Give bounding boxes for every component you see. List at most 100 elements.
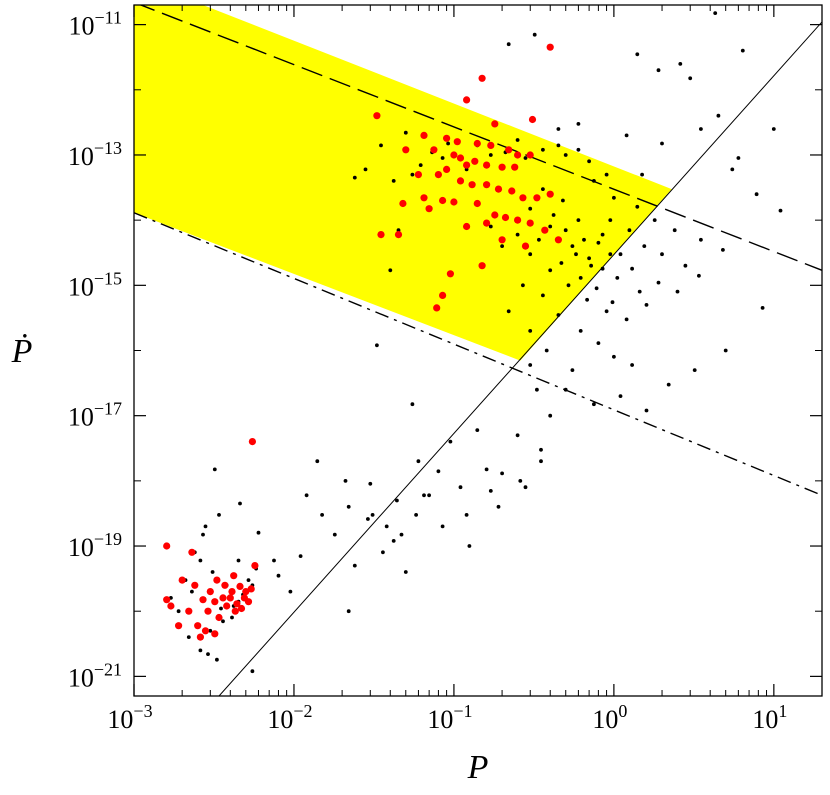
- red-point: [498, 163, 506, 171]
- black-point: [635, 52, 640, 57]
- red-point: [204, 607, 212, 615]
- red-point: [546, 43, 554, 51]
- red-point: [206, 588, 214, 596]
- black-point: [446, 141, 450, 146]
- red-point: [433, 304, 441, 312]
- red-point: [194, 622, 202, 630]
- black-point: [589, 263, 593, 268]
- black-point: [618, 394, 623, 398]
- plot-area: [134, 5, 822, 696]
- red-point: [487, 141, 495, 149]
- black-point: [399, 532, 404, 537]
- red-point: [491, 120, 499, 128]
- red-point: [211, 598, 219, 606]
- black-point: [198, 648, 203, 653]
- black-point: [760, 306, 765, 310]
- black-point: [604, 172, 609, 177]
- black-point: [403, 130, 408, 135]
- red-point: [498, 236, 506, 244]
- red-point: [478, 74, 486, 82]
- black-point: [388, 268, 393, 273]
- black-point: [539, 459, 543, 464]
- black-point: [672, 228, 677, 233]
- black-point: [346, 504, 351, 509]
- red-point: [494, 185, 503, 193]
- black-point: [236, 558, 241, 563]
- black-point: [206, 652, 210, 656]
- black-point: [379, 143, 383, 148]
- red-point: [519, 194, 527, 202]
- red-point: [521, 242, 530, 250]
- red-point: [237, 604, 246, 613]
- red-point: [478, 262, 486, 270]
- black-point: [212, 467, 217, 472]
- black-point: [548, 268, 553, 273]
- black-point: [730, 167, 735, 172]
- black-point: [523, 156, 528, 160]
- y-tick-label: 10−11: [69, 8, 122, 41]
- black-point: [528, 252, 533, 257]
- red-point: [508, 187, 516, 195]
- black-point: [740, 48, 745, 53]
- black-point: [500, 244, 504, 249]
- red-point: [188, 548, 196, 556]
- black-point: [699, 127, 703, 131]
- black-point: [608, 218, 613, 223]
- black-point: [559, 261, 564, 265]
- red-point: [463, 161, 471, 169]
- black-point: [561, 198, 565, 203]
- black-point: [716, 113, 721, 118]
- black-point: [518, 479, 523, 483]
- red-point: [219, 594, 227, 602]
- red-point: [450, 198, 458, 206]
- black-pulsar-points: [169, 11, 783, 674]
- black-point: [532, 32, 537, 37]
- black-point: [624, 317, 629, 322]
- black-point: [221, 619, 225, 624]
- red-point: [491, 211, 499, 219]
- dashed-upper-line: [138, 5, 822, 271]
- red-point: [163, 596, 171, 604]
- y-tick-label: 10−13: [68, 138, 122, 171]
- black-point: [635, 204, 640, 209]
- red-point: [528, 115, 537, 124]
- black-point: [656, 280, 661, 285]
- black-point: [537, 237, 541, 242]
- red-point: [463, 222, 471, 231]
- red-point: [167, 602, 175, 610]
- red-point: [456, 154, 465, 162]
- red-point: [463, 96, 471, 104]
- black-point: [587, 256, 591, 261]
- black-point: [366, 517, 370, 521]
- black-point: [363, 167, 368, 172]
- black-point: [610, 300, 615, 305]
- red-point: [178, 576, 186, 584]
- black-point: [343, 479, 348, 483]
- red-point: [211, 630, 219, 638]
- black-point: [515, 232, 520, 237]
- black-point: [391, 539, 396, 543]
- x-tick-label: 100: [592, 701, 627, 734]
- red-point: [471, 157, 479, 165]
- red-point: [226, 594, 234, 602]
- black-point: [688, 76, 693, 81]
- black-point: [186, 635, 191, 639]
- black-point: [592, 402, 596, 407]
- black-point: [713, 11, 718, 16]
- red-point: [223, 602, 231, 610]
- red-point: [244, 598, 253, 606]
- black-point: [515, 433, 520, 438]
- black-point: [615, 276, 620, 280]
- black-point: [208, 628, 213, 633]
- red-point: [453, 138, 461, 146]
- black-point: [488, 224, 493, 229]
- dashdot-lower-line: [134, 212, 822, 496]
- black-point: [176, 609, 181, 614]
- red-point: [446, 270, 454, 278]
- black-point: [582, 237, 586, 242]
- y-axis-label: Ṗ: [11, 333, 33, 370]
- black-point: [551, 213, 556, 217]
- x-tick-label: 10−2: [267, 701, 312, 734]
- black-point: [375, 343, 379, 348]
- black-point: [574, 252, 578, 257]
